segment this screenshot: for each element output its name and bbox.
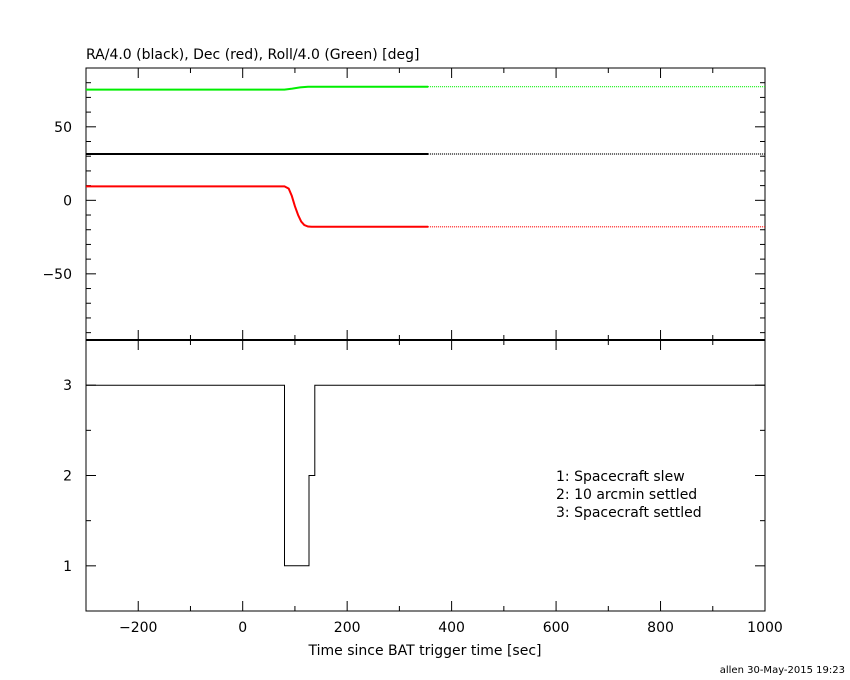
bottom-axes: −200 0 200 400 600 800 1000 1 2 3	[63, 339, 783, 636]
legend-entry-slew: 1: Spacecraft slew	[556, 469, 685, 485]
y-tick-label: 2	[63, 469, 72, 485]
footer-credit: allen 30-May-2015 19:23	[720, 665, 845, 676]
x-tick-label: 200	[334, 620, 361, 636]
legend: 1: Spacecraft slew 2: 10 arcmin settled …	[556, 469, 702, 521]
series-line-roll-4-0	[86, 85, 429, 91]
x-tick-label: 1000	[747, 620, 783, 636]
bottom-series-group	[86, 384, 765, 567]
x-tick-label: 600	[543, 620, 570, 636]
top-series-group	[86, 85, 765, 228]
top-panel-frame	[85, 67, 766, 341]
x-tick-label: −200	[119, 620, 157, 636]
chart-title: RA/4.0 (black), Dec (red), Roll/4.0 (Gre…	[86, 47, 419, 63]
legend-entry-10arcmin: 2: 10 arcmin settled	[556, 487, 697, 503]
y-tick-label: −50	[42, 267, 72, 283]
x-tick-label: 400	[438, 620, 465, 636]
x-tick-label: 0	[238, 620, 247, 636]
legend-entry-settled: 3: Spacecraft settled	[556, 505, 702, 521]
y-tick-label: 50	[54, 120, 72, 136]
series-line-step-0	[86, 384, 765, 567]
series-line-dec	[86, 185, 429, 228]
y-tick-label: 1	[63, 559, 72, 575]
y-tick-label: 0	[63, 193, 72, 209]
x-axis-label: Time since BAT trigger time [sec]	[308, 643, 542, 659]
y-tick-label: 3	[63, 378, 72, 394]
x-tick-label: 800	[647, 620, 674, 636]
top-axes: −50 0 50	[42, 67, 766, 340]
